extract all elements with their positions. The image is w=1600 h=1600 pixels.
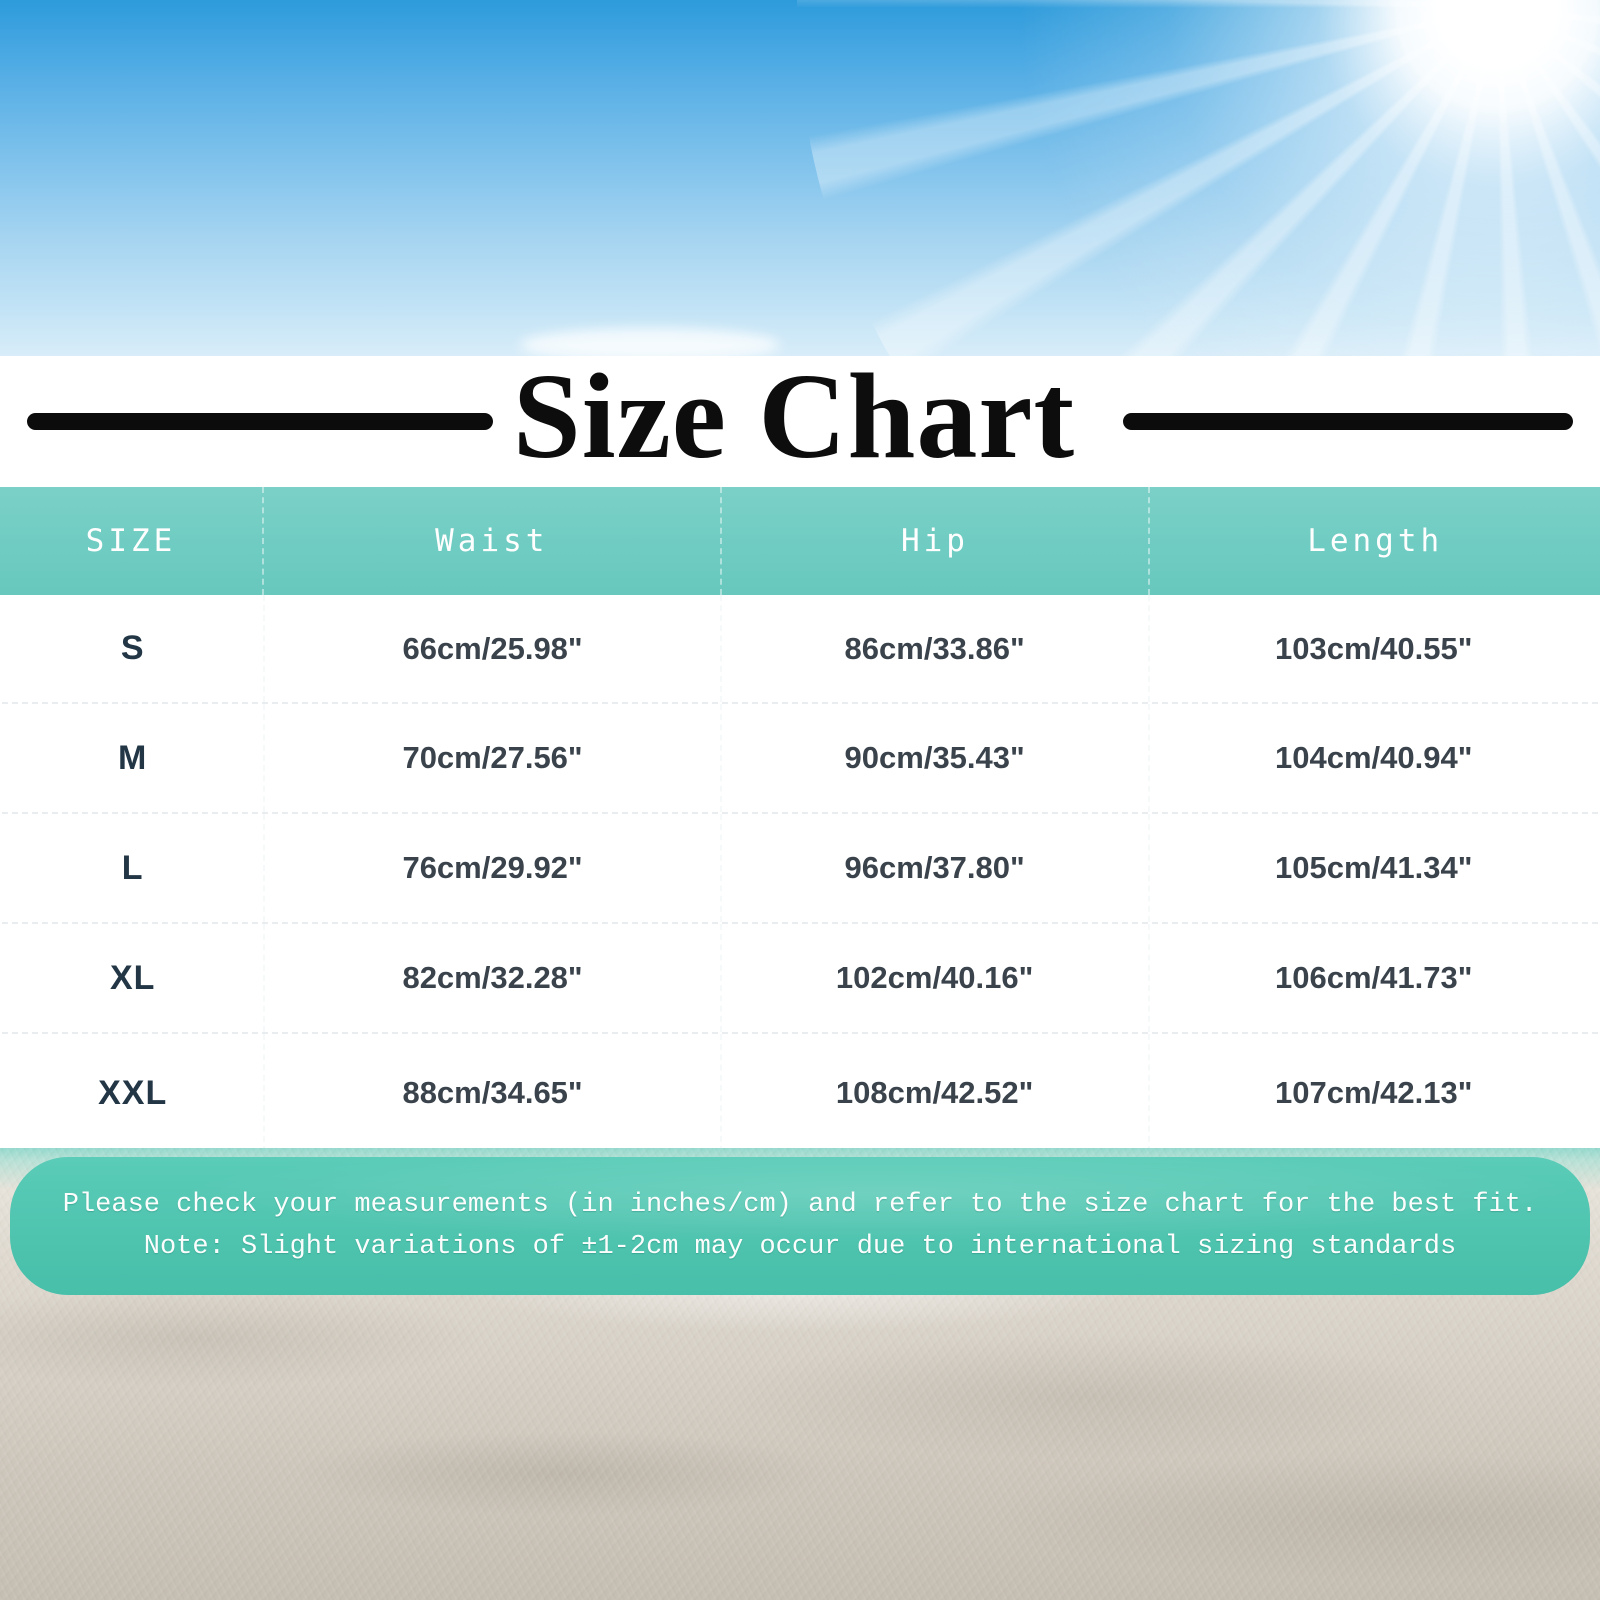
table-cell: 86cm/33.86" [722,595,1150,702]
beach-sand-background: Please check your measurements (in inche… [0,1148,1600,1600]
table-cell: M [2,704,266,812]
note-line-2: Note: Slight variations of ±1-2cm may oc… [143,1232,1457,1262]
size-table: SIZE Waist Hip Length S 66cm/25.98" 86cm… [0,487,1600,1154]
header-cell-length: Length [1307,523,1444,559]
table-body: S 66cm/25.98" 86cm/33.86" 103cm/40.55" M… [0,595,1600,1154]
sizing-note-banner: Please check your measurements (in inche… [10,1157,1590,1295]
table-cell: 106cm/41.73" [1275,960,1473,995]
cloud [520,328,780,356]
table-cell: 82cm/32.28" [265,924,722,1032]
table-row: XXL 88cm/34.65" 108cm/42.52" 107cm/42.13… [2,1034,1598,1154]
title-band: Size Chart [0,348,1600,487]
table-row: S 66cm/25.98" 86cm/33.86" 103cm/40.55" [2,595,1598,704]
table-cell: XXL [2,1034,266,1152]
table-cell: 108cm/42.52" [722,1034,1150,1152]
table-cell: 70cm/27.56" [265,704,722,812]
title-rule-right [1123,413,1574,430]
note-line-1: Please check your measurements (in inche… [62,1189,1538,1220]
header-cell-size: SIZE [0,487,264,595]
table-header-row: SIZE Waist Hip Length [0,487,1600,595]
table-row: M 70cm/27.56" 90cm/35.43" 104cm/40.94" [2,704,1598,814]
table-cell: 105cm/41.34" [1275,850,1473,885]
table-cell: 66cm/25.98" [265,595,722,702]
table-cell: S [2,595,266,702]
table-cell: 90cm/35.43" [722,704,1150,812]
table-cell: 76cm/29.92" [265,814,722,922]
table-row: L 76cm/29.92" 96cm/37.80" 105cm/41.34" [2,814,1598,924]
table-row: XL 82cm/32.28" 102cm/40.16" 106cm/41.73" [2,924,1598,1034]
table-cell: 96cm/37.80" [722,814,1150,922]
table-cell: 104cm/40.94" [1275,740,1473,775]
header-cell-hip: Hip [722,487,1151,595]
table-cell: 88cm/34.65" [265,1034,722,1152]
sky-background [0,0,1600,356]
table-cell: 103cm/40.55" [1275,630,1473,666]
table-cell: 102cm/40.16" [722,924,1150,1032]
table-cell: XL [2,924,266,1032]
title-rule-left [26,413,493,430]
page-title: Size Chart [512,348,1076,484]
header-cell-waist: Waist [264,487,722,595]
sun-icon [797,0,1600,356]
table-cell: L [2,814,266,922]
table-cell: 107cm/42.13" [1275,1075,1473,1110]
